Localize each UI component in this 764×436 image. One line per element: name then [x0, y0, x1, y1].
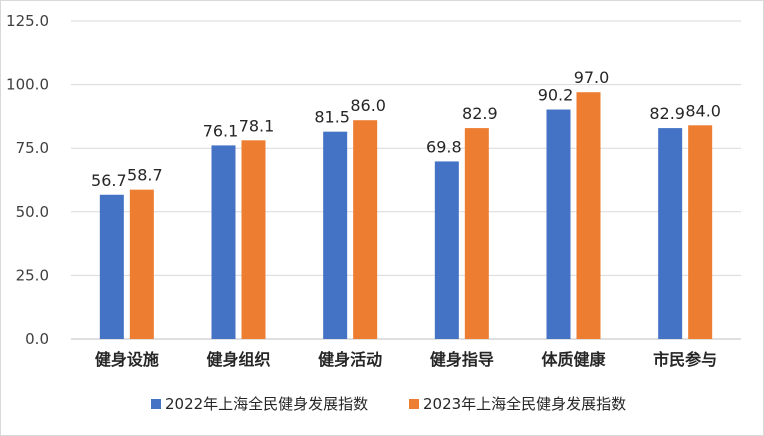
- category-label: 健身设施: [95, 350, 159, 369]
- bar-2023: [129, 189, 154, 339]
- data-label: 69.8: [426, 137, 462, 156]
- bar-2022: [658, 128, 683, 339]
- bar-2023: [688, 125, 713, 339]
- data-label: 82.9: [462, 104, 498, 123]
- data-labels: 56.7 58.776.1 78.1 81.586.069.882.990.297.0…: [91, 68, 721, 190]
- legend-swatch: [151, 399, 161, 409]
- data-label: 56.7: [91, 171, 127, 190]
- bars: [99, 92, 713, 340]
- category-label: 健身活动: [318, 350, 382, 369]
- data-label: 84.0: [685, 101, 721, 120]
- bar-2023: [353, 120, 378, 339]
- y-axis-ticks: 0.0 25.0 50.0 75.0 100.0 125.0: [6, 12, 49, 348]
- data-label: 97.0: [574, 68, 610, 87]
- data-label: 81.5: [314, 108, 350, 127]
- legend: 2022年上海全民健身发展指数 2023年上海全民健身发展指数: [151, 395, 626, 413]
- category-label: 健身组织: [206, 350, 270, 369]
- bar-2022: [99, 194, 124, 339]
- y-tick-label: 50.0: [16, 203, 49, 221]
- bar-2022: [434, 161, 459, 339]
- legend-label: 2022年上海全民健身发展指数: [165, 395, 368, 413]
- legend-swatch: [409, 399, 419, 409]
- y-tick-label: 75.0: [16, 139, 49, 157]
- legend-label: 2023年上海全民健身发展指数: [423, 395, 626, 413]
- y-tick-label: 0.0: [25, 330, 49, 348]
- data-label: 82.9: [649, 104, 685, 123]
- y-tick-label: 25.0: [16, 266, 49, 284]
- bar-2023: [464, 128, 489, 339]
- bar-2022: [323, 131, 348, 339]
- data-label: 76.1: [203, 121, 239, 140]
- category-label: 健身指导: [430, 350, 494, 369]
- data-label: 58.7: [127, 166, 163, 185]
- x-axis-categories: 健身设施 健身组织 健身活动 健身指导 体质健康 市民参与: [95, 350, 717, 369]
- data-label: 86.0: [350, 96, 386, 115]
- data-label: 78.1: [239, 116, 275, 135]
- y-tick-label: 100.0: [6, 76, 49, 94]
- bar-2023: [576, 92, 601, 340]
- data-label: 90.2: [538, 86, 574, 105]
- bar-2022: [546, 109, 571, 340]
- bar-2023: [241, 140, 266, 339]
- y-tick-label: 125.0: [6, 12, 49, 30]
- gridlines: [71, 20, 741, 340]
- bar-2022: [211, 145, 236, 339]
- category-label: 体质健康: [541, 350, 606, 369]
- category-label: 市民参与: [653, 350, 717, 369]
